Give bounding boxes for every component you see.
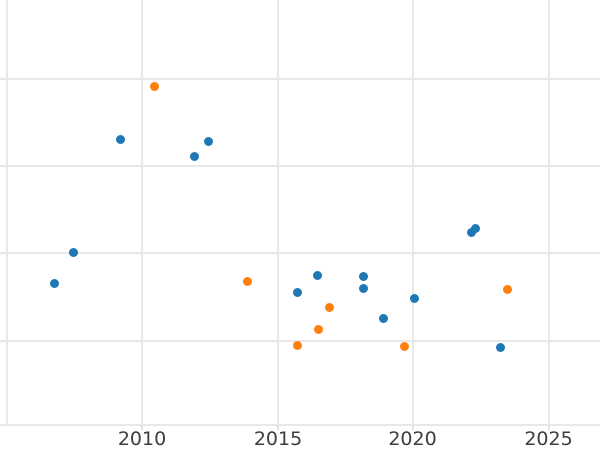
x-tick-mark xyxy=(411,425,414,430)
x-tick-label: 2015 xyxy=(253,428,303,450)
v-gridline xyxy=(411,0,414,425)
series-blue-point xyxy=(358,283,368,293)
series-orange-point xyxy=(399,341,409,351)
series-orange-point xyxy=(324,302,334,312)
series-orange-point xyxy=(292,340,302,350)
series-blue-point xyxy=(68,247,78,257)
x-tick-mark xyxy=(141,425,143,430)
v-gridline xyxy=(6,0,8,425)
series-orange-point xyxy=(242,276,252,286)
h-gridline xyxy=(0,78,600,80)
series-blue-point xyxy=(189,151,199,161)
series-blue-point xyxy=(49,278,59,288)
x-tick-label: 2025 xyxy=(524,428,573,450)
x-tick-label: 2010 xyxy=(117,428,167,450)
series-blue-point xyxy=(378,313,388,323)
h-gridline xyxy=(0,252,600,254)
series-orange-point xyxy=(149,81,159,91)
series-blue-point xyxy=(115,134,125,144)
v-gridline xyxy=(547,0,550,425)
x-tick-mark xyxy=(277,425,279,430)
series-orange-point xyxy=(502,284,512,294)
series-blue-point xyxy=(292,287,302,297)
series-blue-point xyxy=(495,342,505,352)
series-orange-point xyxy=(313,324,323,334)
v-gridline xyxy=(277,0,279,425)
x-tick-label: 2020 xyxy=(388,428,437,450)
series-blue-point xyxy=(358,271,368,281)
series-blue-point xyxy=(470,223,480,233)
series-blue-point xyxy=(203,136,213,146)
v-gridline xyxy=(141,0,143,425)
h-gridline xyxy=(0,165,600,167)
series-blue-point xyxy=(312,270,322,280)
x-tick-mark xyxy=(547,425,550,430)
h-gridline xyxy=(0,424,600,426)
series-blue-point xyxy=(466,227,476,237)
series-blue-point xyxy=(409,293,419,303)
